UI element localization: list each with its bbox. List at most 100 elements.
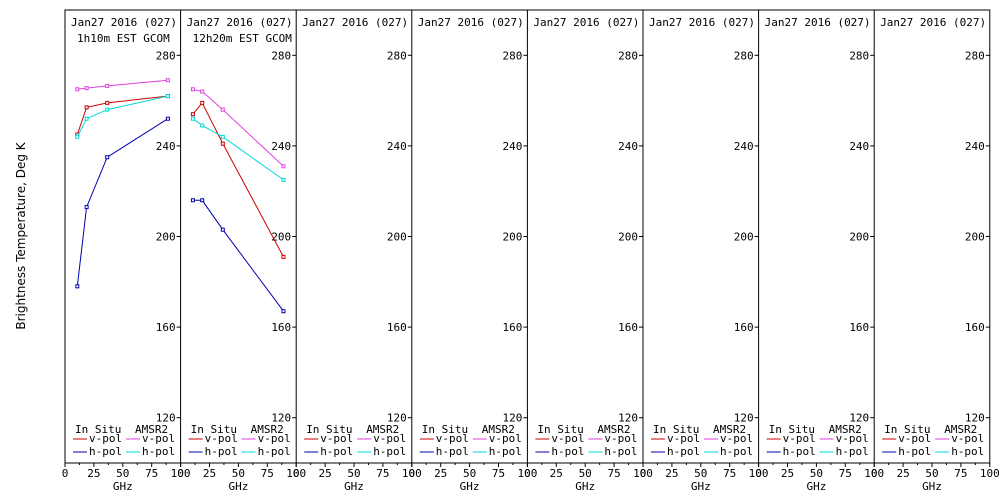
data-point xyxy=(220,134,225,139)
y-tick-label: 280 xyxy=(503,49,523,62)
x-tick-label: 0 xyxy=(640,467,647,480)
legend-entry: v-pol xyxy=(898,432,931,445)
y-tick-label: 200 xyxy=(618,231,638,244)
x-tick-label: 75 xyxy=(145,467,158,480)
data-point xyxy=(165,78,170,83)
panel-title: Jan27 2016 (027) xyxy=(533,16,639,29)
y-tick-label: 160 xyxy=(271,321,291,334)
x-tick-label: 25 xyxy=(896,467,909,480)
x-tick-label: 50 xyxy=(347,467,360,480)
x-tick-label: 50 xyxy=(694,467,707,480)
data-point xyxy=(105,155,110,160)
legend-group-amsr2: AMSR2 xyxy=(366,423,399,436)
x-tick-label: 0 xyxy=(62,467,69,480)
legend-group-amsr2: AMSR2 xyxy=(713,423,746,436)
legend-entry: h-pol xyxy=(89,445,122,458)
y-tick-label: 120 xyxy=(503,412,523,425)
legend-entry: v-pol xyxy=(720,432,753,445)
x-tick-label: 25 xyxy=(665,467,678,480)
legend-group-insitu: In Situ xyxy=(653,423,699,436)
x-tick-label: 75 xyxy=(492,467,505,480)
data-point xyxy=(200,123,205,128)
x-tick-label: 0 xyxy=(408,467,415,480)
y-tick-label: 200 xyxy=(156,231,176,244)
legend-group-insitu: In Situ xyxy=(306,423,352,436)
y-tick-label: 240 xyxy=(965,140,985,153)
legend-entry: h-pol xyxy=(720,445,753,458)
data-point xyxy=(190,87,195,92)
x-tick-label: 100 xyxy=(749,467,769,480)
y-tick-label: 200 xyxy=(387,231,407,244)
legend-entry: v-pol xyxy=(436,432,469,445)
y-tick-label: 120 xyxy=(156,412,176,425)
x-tick-label: 25 xyxy=(550,467,563,480)
series-line xyxy=(76,118,169,287)
y-tick-label: 200 xyxy=(965,231,985,244)
data-point xyxy=(190,116,195,121)
legend-group-amsr2: AMSR2 xyxy=(482,423,515,436)
y-tick-label: 280 xyxy=(387,49,407,62)
legend-entry: h-pol xyxy=(551,445,584,458)
y-tick-label: 160 xyxy=(503,321,523,334)
y-tick-label: 160 xyxy=(849,321,869,334)
y-tick-label: 200 xyxy=(849,231,869,244)
x-axis-label: GHz xyxy=(922,480,942,493)
y-tick-label: 240 xyxy=(618,140,638,153)
y-tick-label: 160 xyxy=(156,321,176,334)
legend-entry: v-pol xyxy=(142,432,175,445)
x-axis-label: GHz xyxy=(228,480,248,493)
x-tick-label: 0 xyxy=(871,467,878,480)
y-tick-label: 280 xyxy=(734,49,754,62)
x-tick-label: 75 xyxy=(607,467,620,480)
data-point xyxy=(105,83,110,88)
y-tick-label: 240 xyxy=(271,140,291,153)
data-point xyxy=(281,177,286,182)
y-tick-label: 240 xyxy=(849,140,869,153)
y-tick-label: 200 xyxy=(271,231,291,244)
x-tick-label: 50 xyxy=(463,467,476,480)
data-point xyxy=(200,198,205,203)
data-point xyxy=(75,87,80,92)
data-point xyxy=(220,107,225,112)
panel-title: Jan27 2016 (027) xyxy=(187,16,293,29)
series-line xyxy=(192,88,284,167)
legend-entry: h-pol xyxy=(489,445,522,458)
x-axis-label: GHz xyxy=(460,480,480,493)
data-point xyxy=(165,116,170,121)
x-tick-label: 50 xyxy=(810,467,823,480)
legend-entry: v-pol xyxy=(951,432,984,445)
data-point xyxy=(84,205,89,210)
legend-group-amsr2: AMSR2 xyxy=(944,423,977,436)
x-tick-label: 25 xyxy=(87,467,100,480)
panel-subtitle: 1h10m EST GCOM xyxy=(77,32,170,45)
y-tick-label: 280 xyxy=(965,49,985,62)
data-point xyxy=(84,105,89,110)
y-tick-label: 280 xyxy=(849,49,869,62)
x-tick-label: 75 xyxy=(723,467,736,480)
legend-entry: h-pol xyxy=(142,445,175,458)
panel-title: Jan27 2016 (027) xyxy=(418,16,524,29)
x-tick-label: 100 xyxy=(633,467,653,480)
y-axis-label: Brightness Temperature, Deg K xyxy=(14,141,28,329)
legend-entry: h-pol xyxy=(898,445,931,458)
data-point xyxy=(190,112,195,117)
x-tick-label: 50 xyxy=(232,467,245,480)
x-tick-label: 75 xyxy=(376,467,389,480)
x-axis-label: GHz xyxy=(806,480,826,493)
y-tick-label: 160 xyxy=(387,321,407,334)
y-tick-label: 120 xyxy=(849,412,869,425)
legend-entry: v-pol xyxy=(373,432,406,445)
x-tick-label: 50 xyxy=(116,467,129,480)
x-tick-label: 100 xyxy=(286,467,306,480)
x-tick-label: 100 xyxy=(864,467,884,480)
x-tick-label: 0 xyxy=(755,467,762,480)
x-tick-label: 25 xyxy=(434,467,447,480)
panel-title: Jan27 2016 (027) xyxy=(765,16,871,29)
x-tick-label: 100 xyxy=(171,467,191,480)
x-tick-label: 0 xyxy=(177,467,184,480)
legend-group-insitu: In Situ xyxy=(884,423,930,436)
data-point xyxy=(75,134,80,139)
legend-group-insitu: In Situ xyxy=(769,423,815,436)
panel-subtitle: 12h20m EST GCOM xyxy=(193,32,293,45)
